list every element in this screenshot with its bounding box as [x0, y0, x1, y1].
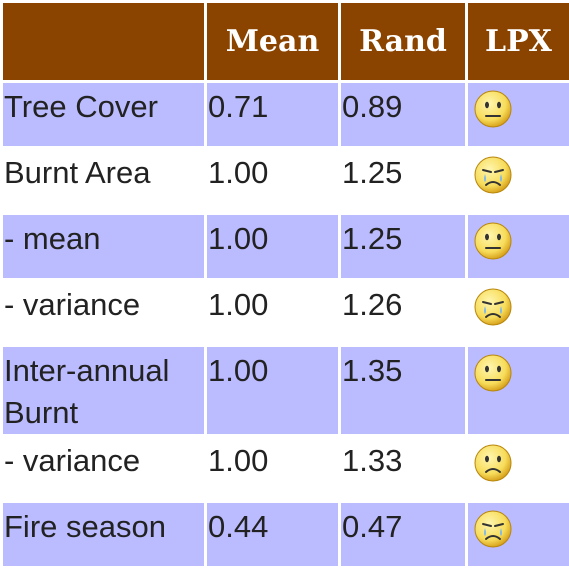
- sad-face-icon: [473, 443, 513, 483]
- neutral-face-icon: [473, 89, 513, 129]
- header-row: Mean Rand LPX: [2, 2, 569, 82]
- row-label: Fire season: [2, 502, 206, 568]
- header-lpx: LPX: [467, 2, 569, 82]
- table-row: Fire season 0.44 0.47: [2, 502, 569, 568]
- row-rand: 1.33: [340, 436, 467, 502]
- row-label: Inter-annual Burnt: [2, 346, 206, 436]
- neutral-face-icon: [473, 353, 513, 393]
- header-rand: Rand: [340, 2, 467, 82]
- row-mean: 1.00: [206, 280, 340, 346]
- row-rand: 0.89: [340, 82, 467, 148]
- row-mean: 1.00: [206, 214, 340, 280]
- row-mean: 0.44: [206, 502, 340, 568]
- row-label: - variance: [2, 436, 206, 502]
- row-rand: 0.47: [340, 502, 467, 568]
- table-row: - variance 1.00 1.26: [2, 280, 569, 346]
- neutral-face-icon: [473, 221, 513, 261]
- row-label: - mean: [2, 214, 206, 280]
- row-rand: 1.25: [340, 148, 467, 214]
- row-rand: 1.25: [340, 214, 467, 280]
- crying-face-icon: [473, 509, 513, 549]
- row-mean: 1.00: [206, 436, 340, 502]
- row-mean: 1.00: [206, 346, 340, 436]
- row-mean: 0.71: [206, 82, 340, 148]
- row-rand: 1.26: [340, 280, 467, 346]
- table-row: Burnt Area 1.00 1.25: [2, 148, 569, 214]
- row-label: Burnt Area: [2, 148, 206, 214]
- table-row: - mean 1.00 1.25: [2, 214, 569, 280]
- header-empty: [2, 2, 206, 82]
- row-label: - variance: [2, 280, 206, 346]
- table-row: - variance 1.00 1.33: [2, 436, 569, 502]
- row-label: Tree Cover: [2, 82, 206, 148]
- row-rand: 1.35: [340, 346, 467, 436]
- crying-face-icon: [473, 155, 513, 195]
- crying-face-icon: [473, 287, 513, 327]
- table-row: Tree Cover 0.71 0.89: [2, 82, 569, 148]
- table-row: Inter-annual Burnt 1.00 1.35: [2, 346, 569, 436]
- row-mean: 1.00: [206, 148, 340, 214]
- header-mean: Mean: [206, 2, 340, 82]
